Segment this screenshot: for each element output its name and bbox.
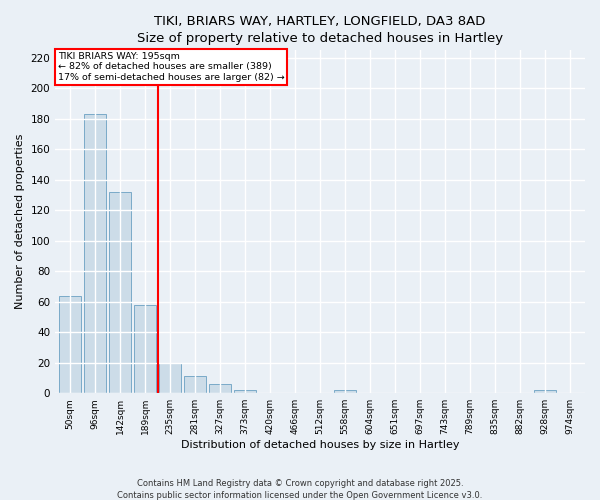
Bar — [109, 192, 131, 393]
Bar — [234, 390, 256, 393]
Bar — [84, 114, 106, 393]
Bar — [209, 384, 232, 393]
Bar — [134, 305, 157, 393]
Bar — [184, 376, 206, 393]
Bar — [534, 390, 556, 393]
Text: Contains HM Land Registry data © Crown copyright and database right 2025.
Contai: Contains HM Land Registry data © Crown c… — [118, 478, 482, 500]
Bar — [334, 390, 356, 393]
X-axis label: Distribution of detached houses by size in Hartley: Distribution of detached houses by size … — [181, 440, 460, 450]
Bar — [159, 362, 181, 393]
Text: TIKI BRIARS WAY: 195sqm
← 82% of detached houses are smaller (389)
17% of semi-d: TIKI BRIARS WAY: 195sqm ← 82% of detache… — [58, 52, 284, 82]
Y-axis label: Number of detached properties: Number of detached properties — [15, 134, 25, 310]
Title: TIKI, BRIARS WAY, HARTLEY, LONGFIELD, DA3 8AD
Size of property relative to detac: TIKI, BRIARS WAY, HARTLEY, LONGFIELD, DA… — [137, 15, 503, 45]
Bar — [59, 296, 82, 393]
